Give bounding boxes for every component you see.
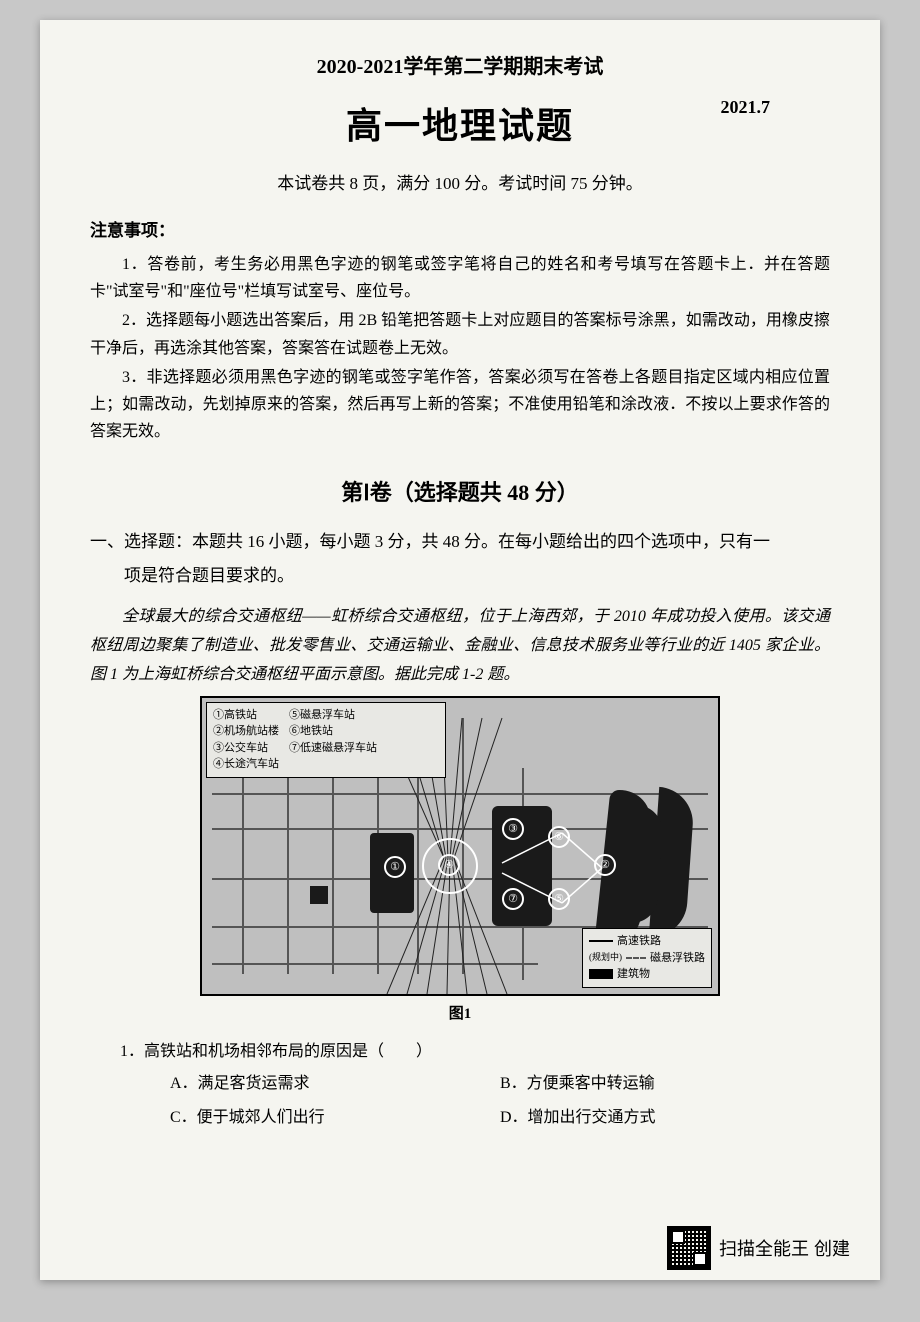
q1-stem: 1．高铁站和机场相邻布局的原因是（ ）	[120, 1037, 830, 1067]
legend-row-2: (规划中) 磁悬浮铁路	[589, 950, 705, 967]
q1-option-a[interactable]: A．满足客货运需求	[170, 1067, 500, 1101]
section-1-title: 第Ⅰ卷（选择题共 48 分）	[90, 475, 830, 507]
mc-instruction-line2: 项是符合题目要求的。	[90, 559, 830, 593]
passage-text: 全球最大的综合交通枢纽——虹桥综合交通枢纽，位于上海西郊，于 2010 年成功投…	[90, 603, 830, 689]
year-line: 2020-2021学年第二学期期末考试	[90, 50, 830, 79]
notice-heading: 注意事项：	[90, 216, 830, 241]
notice-item-2: 2．选择题每小题选出答案后，用 2B 铅笔把答题卡上对应题目的答案标号涂黑，如需…	[90, 307, 830, 361]
dashed-swatch-icon	[626, 957, 646, 959]
legend-top-2: ②机场航站楼	[213, 723, 279, 740]
q1-option-b[interactable]: B．方便乘客中转运输	[500, 1067, 830, 1101]
qr-code-icon	[667, 1226, 711, 1270]
line-swatch-icon	[589, 940, 613, 942]
exam-date: 2021.7	[721, 97, 771, 118]
q1-option-c[interactable]: C．便于城郊人们出行	[170, 1101, 500, 1135]
title-row: 高一地理试题 2021.7	[90, 97, 830, 149]
node-2: ②	[594, 854, 616, 876]
scan-footer: 扫描全能王 创建	[667, 1226, 850, 1270]
node-4: ④	[438, 854, 460, 876]
legend-top-1: ①高铁站	[213, 707, 279, 724]
legend-top-4: ④长途汽车站	[213, 756, 279, 773]
legend-top-6: ⑥地铁站	[289, 723, 377, 740]
node-7: ⑦	[502, 888, 524, 910]
node-1: ①	[384, 856, 406, 878]
exam-page: 2020-2021学年第二学期期末考试 高一地理试题 2021.7 本试卷共 8…	[40, 20, 880, 1280]
figure-1-wrap: ① ④ ③ ⑦ ⑥ ⑤ ② ①高铁站 ②机场航站楼 ③公交车站 ④长途汽车站	[90, 696, 830, 996]
node-5: ⑤	[548, 888, 570, 910]
legend-label-3: 建筑物	[617, 966, 650, 983]
legend-label-1: 高速铁路	[617, 933, 661, 950]
block-swatch-icon	[589, 969, 613, 979]
legend-top-3: ③公交车站	[213, 740, 279, 757]
node-6: ⑥	[548, 826, 570, 848]
legend-bottom: 高速铁路 (规划中) 磁悬浮铁路 建筑物	[582, 928, 712, 988]
q1-option-d[interactable]: D．增加出行交通方式	[500, 1101, 830, 1135]
figure-1: ① ④ ③ ⑦ ⑥ ⑤ ② ①高铁站 ②机场航站楼 ③公交车站 ④长途汽车站	[200, 696, 720, 996]
scan-app-label: 扫描全能王 创建	[719, 1235, 850, 1261]
notice-item-1: 1．答卷前，考生务必用黑色字迹的钢笔或签字笔将自己的姓名和考号填写在答题卡上．并…	[90, 251, 830, 305]
legend-label-2: 磁悬浮铁路	[650, 950, 705, 967]
exam-title: 高一地理试题	[346, 97, 574, 149]
q1-options: A．满足客货运需求 B．方便乘客中转运输 C．便于城郊人们出行 D．增加出行交通…	[170, 1067, 830, 1134]
mc-instruction-line1: 一、选择题：本题共 16 小题，每小题 3 分，共 48 分。在每小题给出的四个…	[90, 525, 830, 559]
node-3: ③	[502, 818, 524, 840]
legend-top-5: ⑤磁悬浮车站	[289, 707, 377, 724]
figure-1-caption: 图1	[90, 1002, 830, 1023]
legend-note-2: (规划中)	[589, 951, 622, 965]
legend-row-1: 高速铁路	[589, 933, 705, 950]
mc-instructions: 一、选择题：本题共 16 小题，每小题 3 分，共 48 分。在每小题给出的四个…	[90, 525, 830, 593]
legend-row-3: 建筑物	[589, 966, 705, 983]
legend-top: ①高铁站 ②机场航站楼 ③公交车站 ④长途汽车站 ⑤磁悬浮车站 ⑥地铁站 ⑦低速…	[206, 702, 446, 778]
exam-subline: 本试卷共 8 页，满分 100 分。考试时间 75 分钟。	[90, 169, 830, 194]
notice-item-3: 3．非选择题必须用黑色字迹的钢笔或签字笔作答，答案必须写在答卷上各题目指定区域内…	[90, 364, 830, 446]
legend-top-7: ⑦低速磁悬浮车站	[289, 740, 377, 757]
